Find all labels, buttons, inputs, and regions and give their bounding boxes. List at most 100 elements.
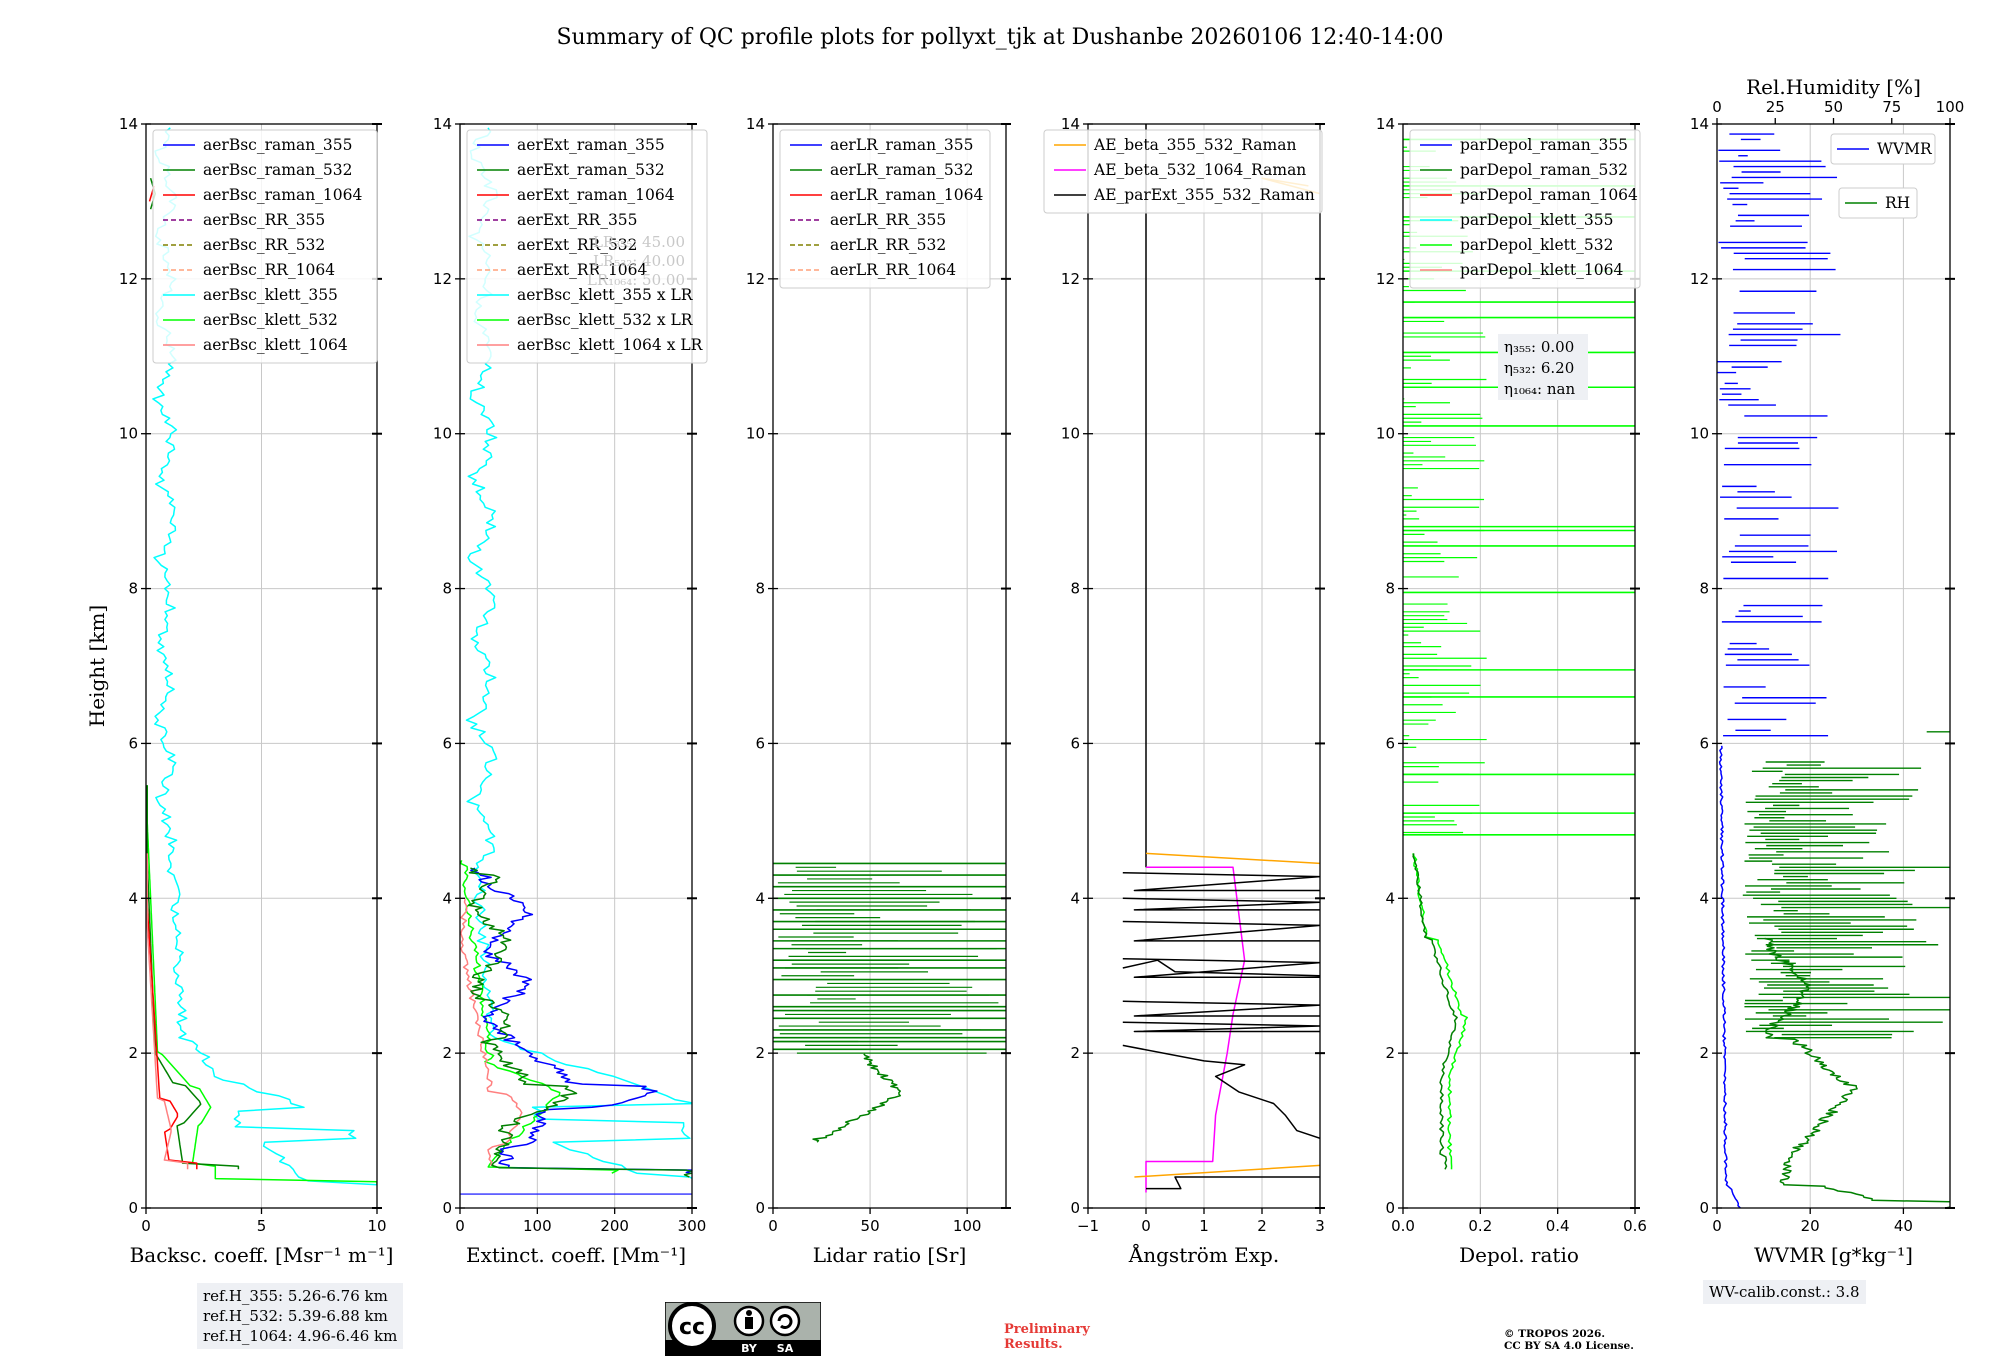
profile-line: [1122, 920, 1320, 942]
xtick-label: 0: [768, 1217, 778, 1235]
profile-line: [1412, 853, 1458, 1170]
legend-label: parDepol_klett_355: [1460, 211, 1613, 229]
ytick-label: 10: [433, 425, 452, 443]
copyright-note: © TROPOS 2026. CC BY SA 4.0 License.: [1504, 1328, 1634, 1352]
legend-label: aerExt_RR_1064: [517, 261, 648, 279]
legend-box: [1409, 129, 1641, 289]
ytick-label: 14: [433, 115, 452, 133]
profile-line: [1122, 897, 1320, 911]
xtick-label: 20: [1801, 1217, 1820, 1235]
ytick-label: 12: [119, 270, 138, 288]
preliminary-line-2: Results.: [1004, 1337, 1063, 1352]
profile-line: [1718, 745, 1741, 1208]
legend-label: aerBsc_raman_355: [203, 136, 353, 154]
cc-by-sa-icon: cc BY SA: [665, 1302, 821, 1356]
legend-label: aerExt_RR_532: [517, 236, 638, 254]
axes-frame: [772, 123, 1007, 1209]
xtick-label: 3: [1315, 1217, 1325, 1235]
xtick-label: 0.0: [1391, 1217, 1415, 1235]
xtick-label: 300: [678, 1217, 707, 1235]
curves-dep: [1403, 138, 1635, 1170]
ytick-label: 10: [746, 425, 765, 443]
ytick-label: 10: [1061, 425, 1080, 443]
legend-box: [1830, 133, 1936, 165]
ytick-label: 8: [1385, 580, 1395, 598]
top-xtick-label: 0: [1712, 98, 1722, 116]
profile-line: [146, 785, 377, 1185]
panel-dep: 0 2 4 6 8 10 12 14 0.0 0.2 0.4 0.6 Depol. ratio parDe…: [1376, 115, 1647, 1267]
xlabel-wv: WVMR [g*kg⁻¹]: [1754, 1243, 1913, 1267]
ytick-label: 4: [1699, 889, 1709, 907]
ytick-label: 4: [442, 889, 452, 907]
top-xlabel: Rel.Humidity [%]: [1746, 75, 1921, 99]
curves-lr: [773, 862, 1006, 1143]
ref-height-355: ref.H_355: 5.26-6.76 km: [203, 1287, 388, 1305]
ytick-label: 6: [1070, 734, 1080, 752]
legend-label: aerExt_raman_1064: [517, 186, 675, 204]
legend-box: [466, 129, 708, 364]
xtick-label: 50: [861, 1217, 880, 1235]
panel-ext: 0 2 4 6 8 10 12 14 0 100 200 300 Extinct. coeff. [Mm…: [433, 115, 708, 1267]
legend-label: aerLR_RR_355: [830, 211, 946, 229]
legend-box: [152, 129, 378, 364]
legend-label: AE_parExt_355_532_Raman: [1093, 186, 1315, 204]
ytick-label: 6: [1699, 734, 1709, 752]
legend-label: aerBsc_klett_1064: [203, 336, 348, 354]
profile-line: [146, 853, 189, 1170]
legend-label: aerLR_RR_532: [830, 236, 946, 254]
xtick-label: 2: [1257, 1217, 1267, 1235]
top-xtick-label: 50: [1824, 98, 1843, 116]
ytick-label: 12: [433, 270, 452, 288]
ytick-label: 8: [755, 580, 765, 598]
legend-label: aerLR_raman_355: [830, 136, 973, 154]
legend-label: parDepol_raman_1064: [1460, 186, 1638, 204]
ytick-label: 12: [1690, 270, 1709, 288]
eta-note: η₁₀₆₄: nan: [1504, 380, 1575, 398]
top-xtick-label: 25: [1766, 98, 1785, 116]
eta-box: [1498, 334, 1588, 400]
legend-label: aerExt_raman_355: [517, 136, 665, 154]
legend-box: [1838, 187, 1918, 219]
ytick-label: 2: [1699, 1044, 1709, 1062]
legend-label: parDepol_raman_355: [1460, 136, 1628, 154]
profile-line: [1122, 1000, 1320, 1017]
legend-label: aerLR_RR_1064: [830, 261, 956, 279]
legend-label: WVMR: [1877, 140, 1933, 158]
ytick-label: 8: [128, 580, 138, 598]
legend-label: aerBsc_klett_1064 x LR: [517, 336, 704, 354]
copyright-line-1: © TROPOS 2026.: [1504, 1328, 1606, 1340]
preliminary-note: Preliminary Results.: [1004, 1322, 1090, 1352]
profile-line: [460, 898, 523, 1166]
ytick-label: 2: [1385, 1044, 1395, 1062]
xtick-label: 0: [141, 1217, 151, 1235]
profile-line: [1122, 871, 1320, 892]
xtick-label: 200: [600, 1217, 629, 1235]
ref-height-532: ref.H_532: 5.39-6.88 km: [203, 1307, 388, 1325]
profile-line: [470, 867, 692, 1175]
panel-lr: 0 2 4 6 8 10 12 14 0 50 100 Lidar ratio [Sr] aerLR_r…: [746, 115, 1011, 1267]
ytick-label: 10: [1376, 425, 1395, 443]
xlabel-dep: Depol. ratio: [1459, 1243, 1579, 1267]
ytick-label: 14: [1690, 115, 1709, 133]
ytick-label: 2: [128, 1044, 138, 1062]
xtick-label: 100: [523, 1217, 552, 1235]
ytick-label: 12: [1376, 270, 1395, 288]
curves-wv: [1717, 133, 1950, 1208]
ytick-label: 0: [1385, 1199, 1395, 1217]
wv-calib-box: WV-calib.const.: 3.8: [1703, 1280, 1866, 1304]
cc-glyph: cc: [679, 1315, 705, 1340]
ytick-label: 6: [1385, 734, 1395, 752]
ytick-label: 4: [1070, 889, 1080, 907]
ytick-label: 8: [1070, 580, 1080, 598]
ytick-label: 10: [119, 425, 138, 443]
xtick-label: 100: [953, 1217, 982, 1235]
lr-note: LR₃₅₅: 45.00: [593, 233, 685, 251]
legend-box: [1043, 129, 1323, 214]
profile-line: [1145, 852, 1320, 865]
ytick-label: 2: [442, 1044, 452, 1062]
ytick-label: 2: [755, 1044, 765, 1062]
top-xtick-label: 100: [1936, 98, 1965, 116]
panel-bsc: 0 2 4 6 8 10 12 14 0 5 10 Backsc. coeff. [Msr⁻¹ m⁻¹…: [85, 115, 393, 1267]
ytick-label: 0: [1699, 1199, 1709, 1217]
